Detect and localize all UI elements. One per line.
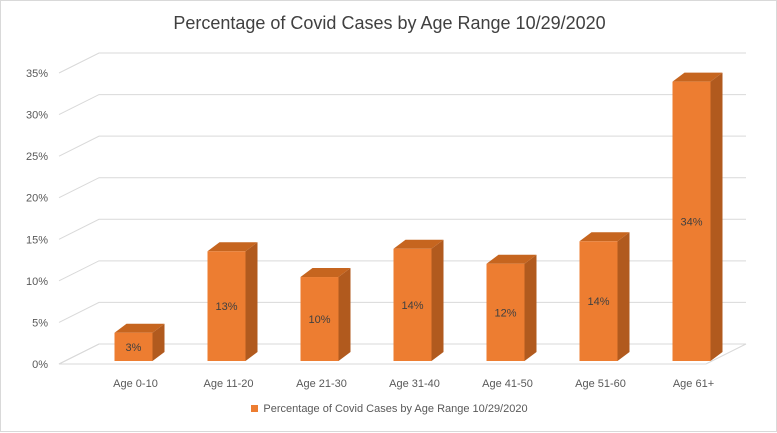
bar-side (338, 268, 351, 361)
bar (114, 332, 153, 361)
chart-title: Percentage of Covid Cases by Age Range 1… (173, 13, 606, 33)
x-tick-label: Age 11-20 (204, 378, 254, 390)
bar-top (207, 242, 258, 252)
bar (579, 241, 618, 361)
data-label: 14% (587, 296, 609, 308)
bar-side (524, 254, 537, 361)
bar (393, 248, 432, 361)
x-tick-label: Age 0-10 (113, 378, 158, 390)
legend-swatch (251, 404, 259, 412)
data-label: 14% (401, 300, 423, 312)
y-tick-label: 35% (26, 68, 48, 80)
y-tick-label: 30% (26, 110, 48, 122)
bar (486, 263, 525, 361)
y-tick-label: 25% (26, 151, 48, 163)
y-tick-label: 5% (32, 317, 48, 329)
y-tick-label: 20% (26, 193, 48, 205)
gridline (58, 52, 746, 74)
bar-side (152, 323, 165, 361)
x-tick-label: Age 61+ (673, 378, 714, 390)
y-tick-label: 10% (26, 276, 48, 288)
y-tick-label: 15% (26, 234, 48, 246)
bar-top (579, 232, 630, 242)
x-tick-label: Age 41-50 (482, 378, 533, 390)
gridline (58, 177, 746, 199)
bar (300, 277, 339, 361)
bar-top (393, 239, 444, 249)
data-label: 3% (126, 342, 142, 354)
y-tick-label: 0% (32, 359, 48, 371)
gridline (58, 135, 746, 157)
data-label: 34% (680, 216, 702, 228)
gridline (58, 218, 746, 240)
bar-top (672, 72, 723, 82)
data-label: 10% (308, 314, 330, 326)
x-tick-label: Age 21-30 (296, 378, 347, 390)
bar-side (710, 72, 723, 361)
x-tick-label: Age 51-60 (575, 378, 626, 390)
gridline (58, 94, 746, 116)
legend-label: Percentage of Covid Cases by Age Range 1… (263, 403, 528, 415)
bar-top (300, 268, 351, 278)
bar-top (114, 323, 165, 333)
bar-side (245, 242, 258, 361)
bar-side (617, 232, 630, 361)
x-tick-label: Age 31-40 (389, 378, 440, 390)
bar-top (486, 254, 537, 264)
bar-side (431, 239, 444, 361)
legend: Percentage of Covid Cases by Age Range 1… (1, 403, 777, 415)
bar (207, 251, 246, 361)
data-label: 13% (215, 301, 237, 313)
data-label: 12% (494, 307, 516, 319)
bar (672, 81, 711, 361)
